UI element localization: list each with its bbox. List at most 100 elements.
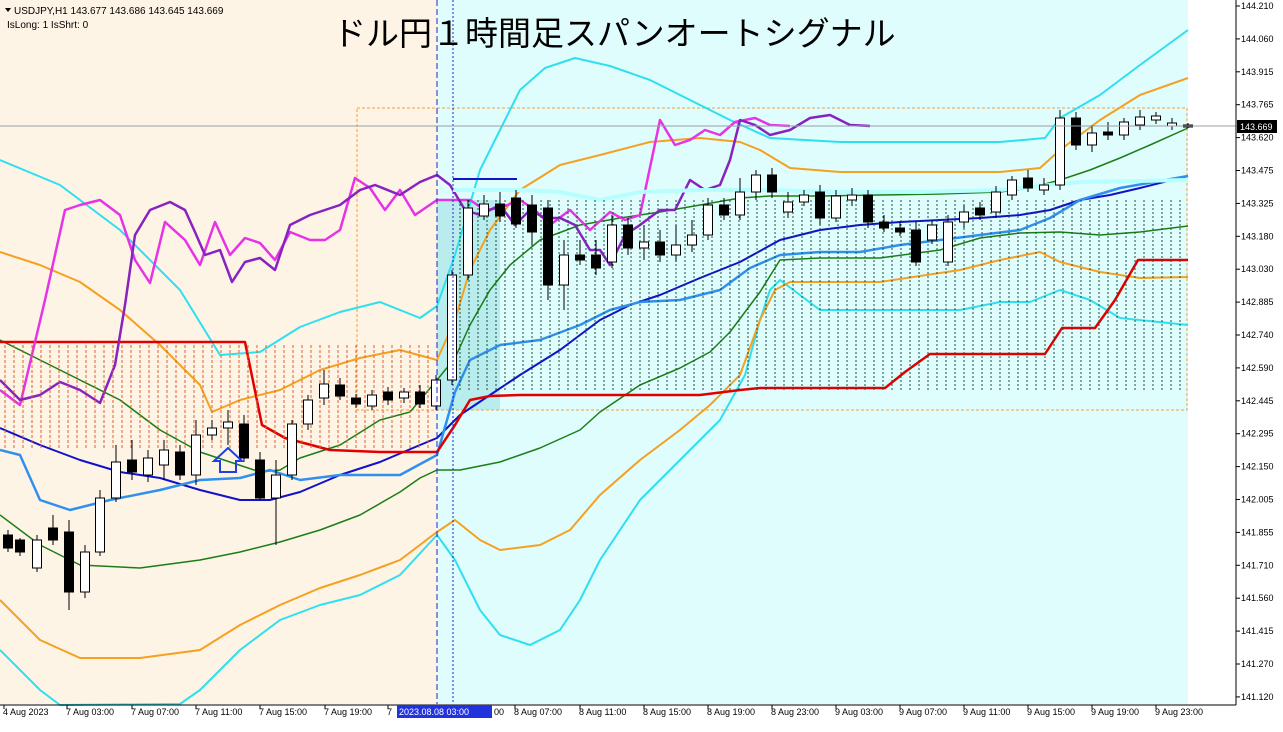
current-price-label: 143.669 [1240,122,1273,132]
rsi-line-a [0,116,791,407]
price-label: 143.915 [1241,67,1274,77]
candle-body [447,274,457,381]
price-label: 142.005 [1241,495,1274,505]
candle-body [591,254,601,269]
status-info: IsLong: 1 IsShrt: 0 [7,20,89,31]
candle-body [543,207,553,286]
candle-body [159,449,169,466]
candle-body [1135,116,1145,126]
price-label: 142.590 [1241,363,1274,373]
time-label: 7 Aug 03:00 [66,707,114,717]
time-label: 8 Aug 15:00 [643,707,691,717]
candle-body [991,191,1001,213]
candle-body [927,224,937,241]
candle-body [767,174,777,193]
bb-lower-outer [0,279,1189,706]
time-label: 9 Aug 07:00 [899,707,947,717]
candle-body [351,397,361,405]
chevron-down-icon[interactable] [5,8,11,12]
candle-body [703,204,713,236]
candle-body [1119,121,1129,136]
price-label: 141.415 [1241,626,1274,636]
candle-body [335,384,345,397]
plot-area-right [1188,0,1236,704]
price-label: 141.710 [1241,560,1274,570]
time-label: 7 [387,707,392,717]
price-label: 143.325 [1241,198,1274,208]
candle-body [64,531,74,593]
time-label: 9 Aug 23:00 [1155,707,1203,717]
price-label: 143.475 [1241,166,1274,176]
candle-body [111,461,121,499]
time-cursor-suffix: 00 [494,707,504,717]
price-label: 141.560 [1241,593,1274,603]
candle-body [831,195,841,219]
time-label: 9 Aug 19:00 [1091,707,1139,717]
price-axis: 144.210 144.060 143.915 143.765 143.620 143.4… [1236,1,1274,702]
price-label: 144.210 [1241,1,1274,11]
price-label: 143.620 [1241,133,1274,143]
candle-body [511,197,521,225]
candle-body [143,457,153,476]
candle-body [1007,179,1017,196]
candle-body [863,194,873,223]
candle-body [671,244,681,256]
candle-body [1071,117,1081,146]
candle-body [1087,132,1097,146]
candle-body [895,227,905,233]
candle-body [575,254,585,261]
time-label: 7 Aug 07:00 [131,707,179,717]
price-label: 143.765 [1241,100,1274,110]
time-label: 9 Aug 03:00 [835,707,883,717]
candle-body [559,254,569,286]
bb-upper-outer [0,29,1189,356]
rsi-line-b [0,113,871,405]
candle-body [175,451,185,476]
price-label: 142.740 [1241,330,1274,340]
candle-body [415,391,425,405]
candle-body [48,527,58,541]
price-label: 142.445 [1241,396,1274,406]
candle-body [223,421,233,429]
candle-body [639,241,649,249]
candle-body [271,474,281,499]
candle-body [127,459,137,473]
candle-body [383,391,393,401]
candle-body [751,174,761,193]
candle-body [287,423,297,476]
candle-body [607,224,617,263]
time-label: 7 Aug 11:00 [195,707,242,717]
up-arrow-icon [211,446,245,473]
candle-body [495,203,505,217]
candle-body [32,539,42,569]
candle-body [687,234,697,246]
candle-body [367,394,377,407]
candle-body [1055,117,1065,186]
current-price-badge [1237,120,1277,133]
candle-body [3,534,13,549]
candle-body [943,221,953,263]
candle-body [319,383,329,399]
time-label: 8 Aug 19:00 [707,707,755,717]
candle-body [80,551,90,593]
candle-body [1103,131,1113,136]
time-label: 9 Aug 11:00 [963,707,1010,717]
symbol-info: USDJPY,H1 143.677 143.686 143.645 143.66… [14,6,224,17]
candle-body [623,224,633,249]
price-label: 141.270 [1241,659,1274,669]
candle-body [1151,115,1161,121]
candle-body [959,211,969,223]
candle-body [1023,177,1033,189]
page-title: ドル円１時間足スパンオートシグナル [333,15,896,52]
price-label: 141.120 [1241,692,1274,702]
time-cursor-badge [397,705,492,718]
time-label: 7 Aug 19:00 [324,707,372,717]
stop-line [0,258,1188,454]
candle-body [815,191,825,219]
price-label: 141.855 [1241,527,1274,537]
candle-body [799,194,809,203]
candle-body [783,201,793,213]
candle-body [879,221,889,229]
